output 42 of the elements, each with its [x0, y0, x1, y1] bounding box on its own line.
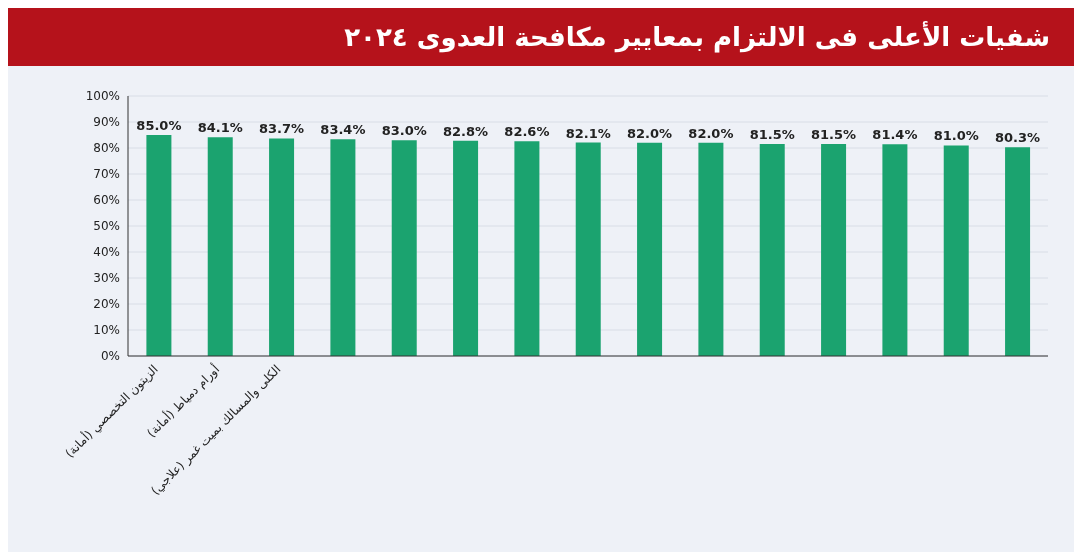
- bar: [330, 139, 356, 356]
- data-label: 82.0%: [627, 125, 673, 141]
- y-tick-label: 80%: [93, 141, 120, 156]
- y-tick-label: 60%: [93, 193, 120, 208]
- data-label: 81.5%: [749, 127, 795, 143]
- bar: [207, 137, 233, 356]
- bar: [759, 144, 785, 356]
- bar: [821, 144, 847, 356]
- bar: [637, 142, 663, 356]
- y-tick-label: 30%: [93, 271, 120, 286]
- chart-title: شفيات الأعلى فى الالتزام بمعايير مكافحة العدوى ٢٠٢٤: [8, 8, 1074, 66]
- data-label: 80.3%: [995, 130, 1041, 146]
- data-label: 83.4%: [320, 122, 366, 138]
- y-tick-label: 0%: [100, 349, 120, 364]
- data-label: 81.4%: [872, 127, 918, 143]
- data-label: 85.0%: [136, 118, 182, 133]
- data-label: 82.8%: [443, 123, 489, 139]
- data-label: 81.0%: [933, 128, 979, 144]
- bar: [146, 135, 172, 356]
- y-tick-label: 40%: [93, 245, 120, 260]
- y-tick-label: 100%: [85, 89, 120, 104]
- y-tick-label: 70%: [93, 167, 120, 182]
- bar: [943, 145, 969, 356]
- y-tick-label: 20%: [93, 297, 120, 312]
- data-label: 84.1%: [197, 120, 243, 136]
- data-label: 83.0%: [381, 123, 427, 139]
- bar: [882, 144, 908, 356]
- data-label: 82.1%: [565, 125, 611, 141]
- y-tick-label: 10%: [93, 323, 120, 338]
- bar: [453, 140, 479, 356]
- bar: [514, 141, 540, 356]
- data-label: 81.5%: [811, 127, 857, 143]
- data-label: 83.7%: [259, 121, 305, 137]
- data-label: 82.6%: [504, 124, 550, 140]
- data-label: 82.0%: [688, 125, 734, 141]
- bar: [698, 142, 724, 356]
- bar: [1005, 147, 1031, 356]
- bar: [269, 138, 295, 356]
- bar: [575, 142, 601, 356]
- bar: [391, 140, 417, 356]
- y-tick-label: 50%: [93, 219, 120, 234]
- y-tick-label: 90%: [93, 115, 120, 130]
